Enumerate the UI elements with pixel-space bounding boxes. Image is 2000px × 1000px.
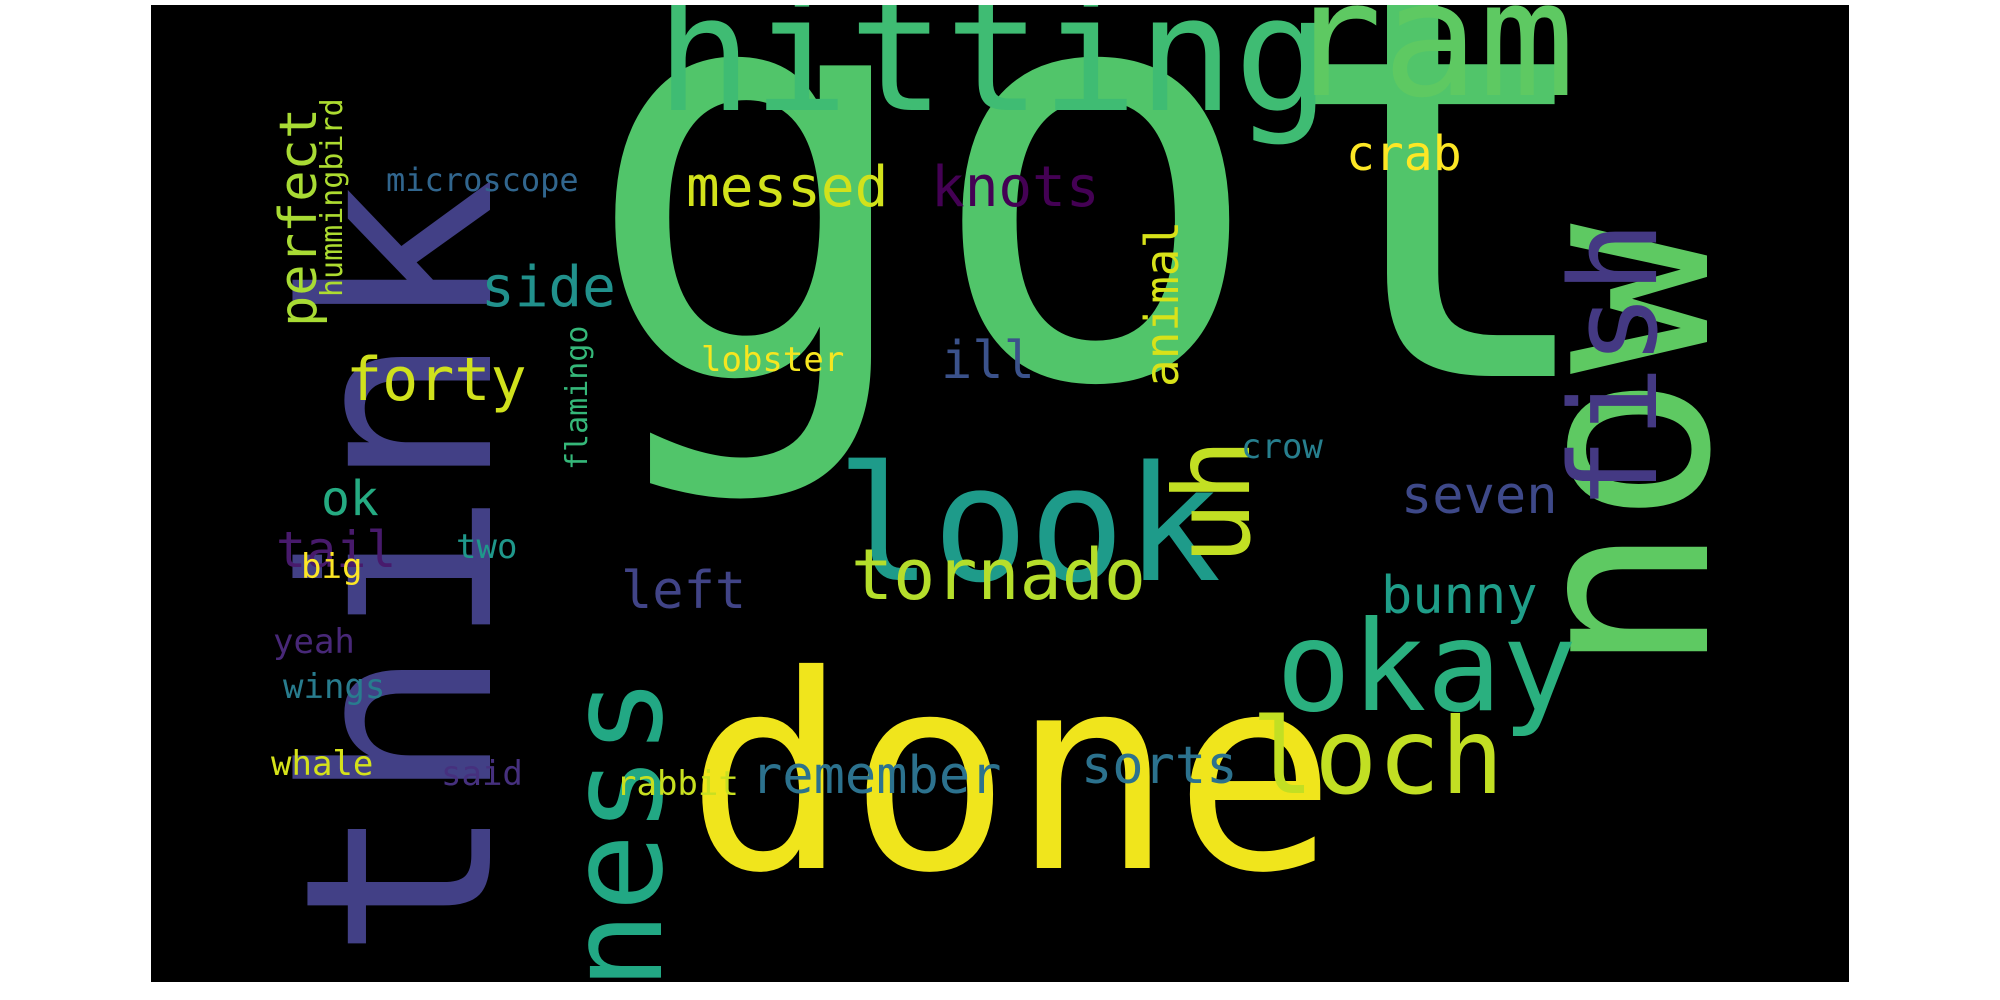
word-hitting: hitting bbox=[656, 5, 1331, 148]
word-tail: tail bbox=[276, 521, 397, 579]
word-okay: okay bbox=[1276, 595, 1578, 740]
word-two: two bbox=[456, 527, 518, 567]
word-hummingbird: hummingbird bbox=[315, 98, 350, 297]
word-look: look bbox=[836, 431, 1222, 618]
word-ness: ness bbox=[540, 676, 692, 982]
word-lobster: lobster bbox=[701, 340, 845, 380]
word-left: left bbox=[621, 561, 747, 621]
word-flamingo: flamingo bbox=[560, 325, 595, 471]
word-ram: ram bbox=[1286, 5, 1575, 133]
word-seven: seven bbox=[1401, 466, 1558, 526]
word-remember: remember bbox=[751, 746, 1002, 806]
word-loch: loch bbox=[1251, 696, 1504, 818]
word-bunny: bunny bbox=[1381, 566, 1538, 626]
word-wings: wings bbox=[283, 667, 386, 707]
word-yeah: yeah bbox=[273, 622, 355, 662]
word-big: big bbox=[301, 547, 363, 587]
word-crow: crow bbox=[1241, 427, 1323, 467]
word-tornado: tornado bbox=[851, 534, 1147, 616]
word-said: said bbox=[441, 754, 523, 794]
word-messed: messed bbox=[686, 155, 889, 220]
word-got: got bbox=[581, 5, 1611, 511]
word-whale: whale bbox=[271, 744, 374, 784]
word-side: side bbox=[481, 255, 616, 320]
word-ok: ok bbox=[321, 471, 379, 527]
word-microscope: microscope bbox=[386, 161, 579, 199]
word-fish: fish bbox=[1546, 221, 1685, 510]
word-crab: crab bbox=[1346, 126, 1462, 182]
word-forty: forty bbox=[346, 345, 527, 415]
word-cloud-canvas: got think done now hitting ram look fish… bbox=[151, 5, 1849, 982]
word-sorts: sorts bbox=[1081, 736, 1238, 796]
word-animal: animal bbox=[1135, 220, 1189, 387]
word-ill: ill bbox=[941, 331, 1035, 391]
word-done: done bbox=[686, 617, 1337, 932]
word-rabbit: rabbit bbox=[616, 764, 739, 804]
word-knots: knots bbox=[931, 155, 1100, 220]
